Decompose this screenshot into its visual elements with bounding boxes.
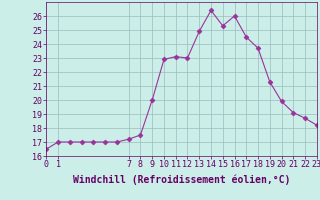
- X-axis label: Windchill (Refroidissement éolien,°C): Windchill (Refroidissement éolien,°C): [73, 175, 290, 185]
